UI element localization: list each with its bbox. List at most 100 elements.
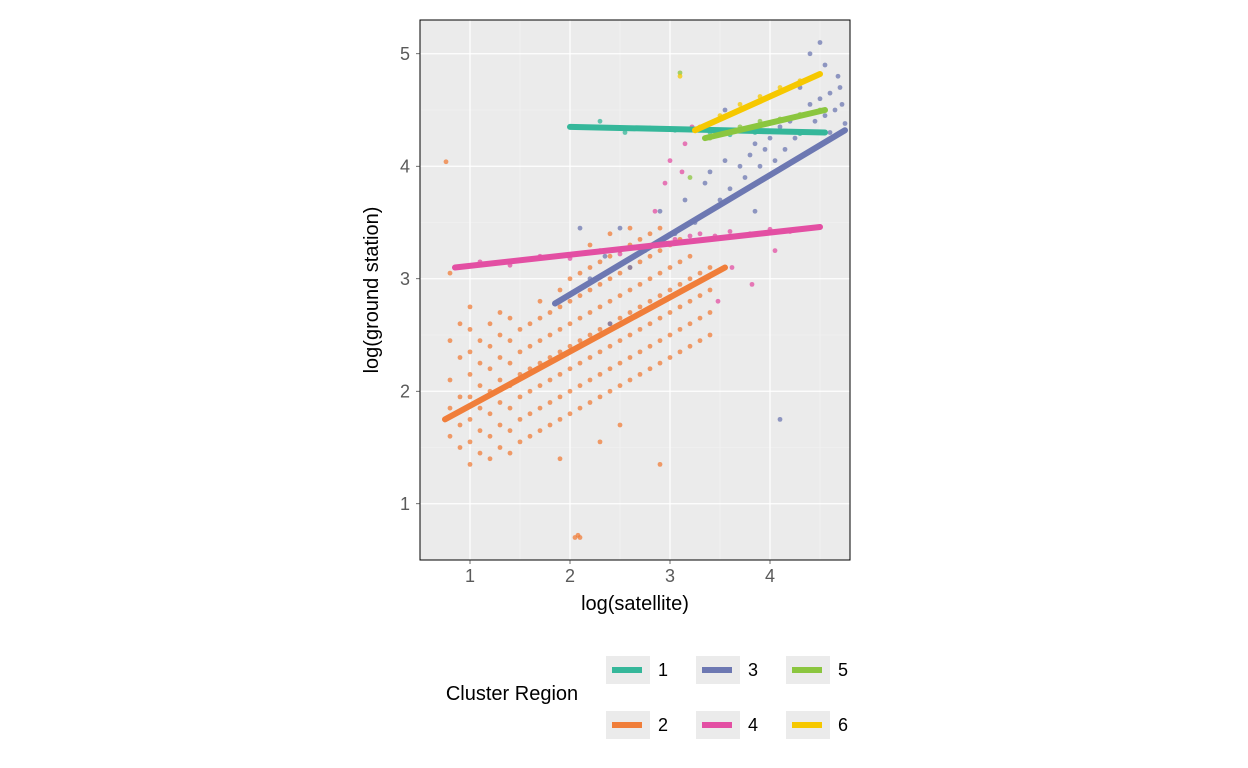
scatter-point — [498, 310, 503, 315]
scatter-point — [668, 310, 673, 315]
scatter-point — [448, 378, 453, 383]
scatter-point — [578, 271, 583, 276]
scatter-point — [828, 130, 833, 135]
legend-label: 2 — [658, 715, 668, 735]
scatter-point — [648, 299, 653, 304]
scatter-point — [638, 259, 643, 264]
scatter-point — [838, 85, 843, 90]
scatter-point — [558, 304, 563, 309]
scatter-point — [468, 439, 473, 444]
scatter-point — [678, 74, 683, 79]
scatter-point — [608, 299, 613, 304]
scatter-point — [478, 361, 483, 366]
scatter-point — [488, 456, 493, 461]
scatter-point — [518, 349, 523, 354]
chart-container: { "chart": { "type": "scatter-with-regre… — [0, 0, 1248, 768]
scatter-point — [683, 198, 688, 203]
y-tick-label: 3 — [400, 269, 410, 289]
scatter-point — [618, 316, 623, 321]
scatter-point — [708, 288, 713, 293]
scatter-point — [603, 254, 608, 259]
scatter-point — [488, 411, 493, 416]
scatter-point — [818, 40, 823, 45]
scatter-point — [723, 158, 728, 163]
scatter-point — [688, 321, 693, 326]
scatter-point — [518, 327, 523, 332]
scatter-point — [478, 428, 483, 433]
scatter-point — [508, 428, 513, 433]
scatter-point — [678, 349, 683, 354]
scatter-point — [558, 288, 563, 293]
scatter-point — [598, 119, 603, 124]
scatter-point — [528, 389, 533, 394]
scatter-point — [638, 327, 643, 332]
scatter-point — [648, 366, 653, 371]
scatter-point — [578, 293, 583, 298]
scatter-point — [668, 333, 673, 338]
scatter-point — [753, 141, 758, 146]
scatter-point — [638, 349, 643, 354]
scatter-point — [478, 338, 483, 343]
scatter-point — [558, 456, 563, 461]
scatter-point — [678, 304, 683, 309]
scatter-point — [568, 299, 573, 304]
y-tick-label: 2 — [400, 381, 410, 401]
scatter-point — [478, 451, 483, 456]
x-axis-title: log(satellite) — [581, 593, 689, 615]
y-axis-title: log(ground station) — [361, 207, 383, 374]
scatter-point — [498, 333, 503, 338]
scatter-point — [558, 394, 563, 399]
scatter-point — [458, 445, 463, 450]
scatter-point — [478, 406, 483, 411]
x-tick-label: 3 — [665, 566, 675, 586]
scatter-point — [738, 164, 743, 169]
scatter-point — [773, 248, 778, 253]
scatter-point — [548, 310, 553, 315]
scatter-point — [833, 108, 838, 113]
scatter-point — [628, 378, 633, 383]
scatter-point — [588, 400, 593, 405]
scatter-point — [498, 400, 503, 405]
scatter-point — [703, 181, 708, 186]
scatter-point — [638, 304, 643, 309]
scatter-point — [538, 316, 543, 321]
legend-label: 6 — [838, 715, 848, 735]
scatter-point — [750, 282, 755, 287]
scatter-point — [568, 366, 573, 371]
scatter-point — [758, 164, 763, 169]
scatter-point — [608, 254, 613, 259]
scatter-point — [628, 226, 633, 231]
y-tick-label: 5 — [400, 44, 410, 64]
scatter-point — [468, 327, 473, 332]
scatter-point — [783, 147, 788, 152]
scatter-point — [608, 344, 613, 349]
scatter-point — [468, 394, 473, 399]
scatter-point — [668, 355, 673, 360]
scatter-point — [618, 226, 623, 231]
scatter-point — [698, 271, 703, 276]
scatter-point — [468, 462, 473, 467]
scatter-point — [448, 406, 453, 411]
scatter-point — [653, 209, 658, 214]
scatter-point — [743, 175, 748, 180]
scatter-point — [618, 423, 623, 428]
x-tick-label: 4 — [765, 566, 775, 586]
scatter-point — [773, 158, 778, 163]
scatter-point — [508, 361, 513, 366]
scatter-point — [568, 276, 573, 281]
scatter-point — [578, 383, 583, 388]
scatter-point — [648, 321, 653, 326]
scatter-point — [658, 248, 663, 253]
scatter-point — [778, 417, 783, 422]
scatter-point — [498, 445, 503, 450]
scatter-point — [578, 316, 583, 321]
scatter-point — [578, 535, 583, 540]
scatter-point — [618, 293, 623, 298]
scatter-point — [598, 282, 603, 287]
scatter-point — [668, 288, 673, 293]
scatter-point — [688, 175, 693, 180]
scatter-point — [588, 355, 593, 360]
scatter-point — [658, 271, 663, 276]
legend-label: 4 — [748, 715, 758, 735]
scatter-point — [608, 321, 613, 326]
